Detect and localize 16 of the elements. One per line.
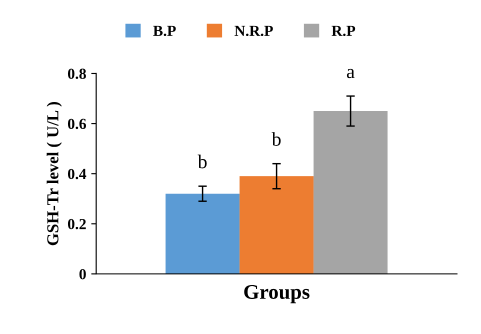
- y-tick-label: 0: [79, 269, 86, 280]
- y-tick-label: 0.6: [68, 118, 86, 130]
- legend-label: B.P: [153, 26, 176, 36]
- legend-label: N.R.P: [234, 26, 273, 36]
- bar: [240, 176, 314, 274]
- bar: [166, 194, 240, 274]
- annotation: b: [198, 154, 207, 168]
- y-axis-title: GSH-Tr level ( U/L ): [46, 102, 62, 246]
- bar: [314, 111, 388, 274]
- x-axis-title: Groups: [244, 284, 310, 304]
- legend-label: R.P: [332, 26, 356, 36]
- y-tick-label: 0.8: [68, 68, 86, 79]
- annotation: a: [346, 68, 355, 78]
- y-tick-label: 0.4: [68, 168, 86, 180]
- annotation: b: [272, 132, 281, 146]
- y-tick-label: 0.2: [68, 218, 86, 230]
